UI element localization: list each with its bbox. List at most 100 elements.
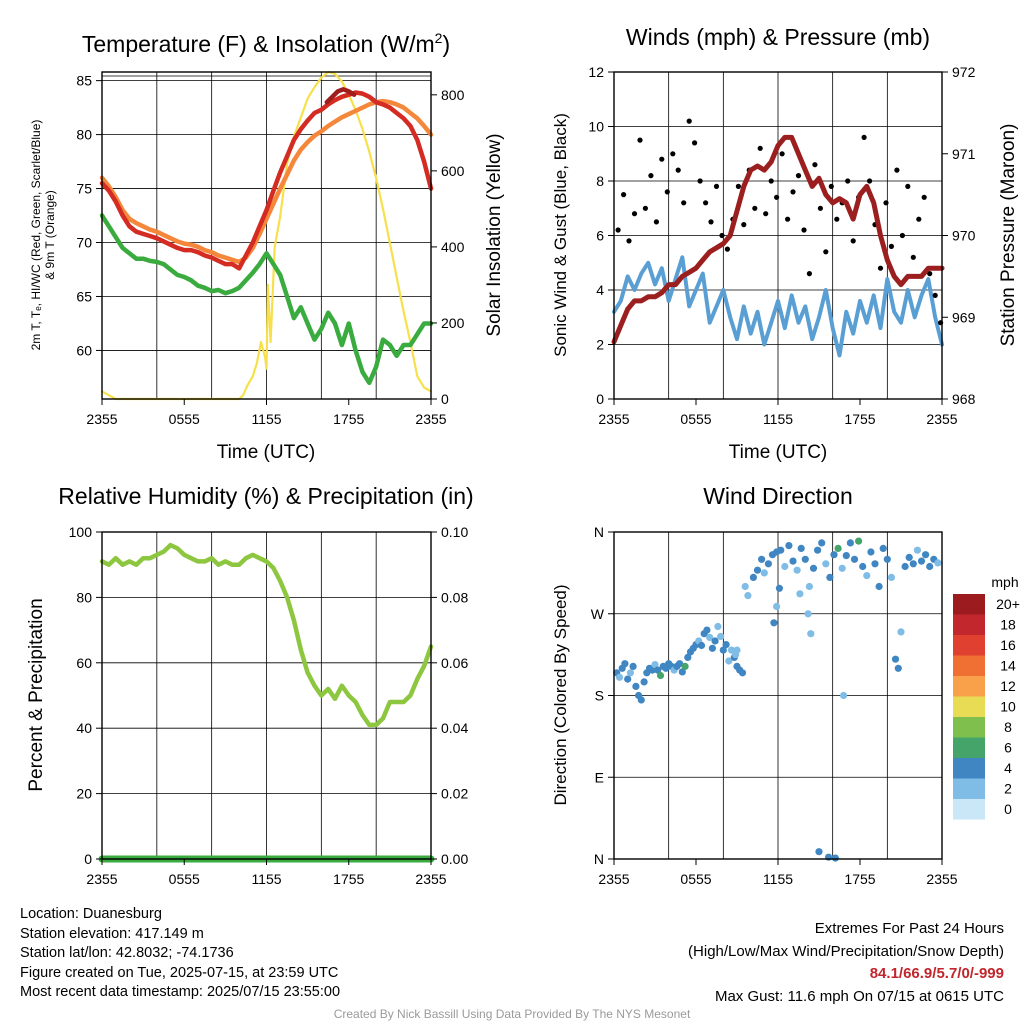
gust-point: [785, 216, 791, 222]
sonic-wind-line: [612, 255, 944, 358]
precip-ytick-label: 0.02: [441, 786, 468, 802]
gust-point: [861, 134, 867, 140]
gust-point: [637, 137, 643, 143]
gust-point: [795, 173, 802, 179]
temperature-xtick-label: 2355: [415, 411, 446, 427]
winds-xtick-label: 1155: [763, 411, 793, 427]
direction-point: [770, 619, 778, 627]
insolation-ytick-label: 800: [441, 87, 465, 103]
legend-label: 20+: [996, 596, 1020, 612]
direction-point: [678, 668, 686, 676]
gust-point: [653, 219, 660, 225]
gust-point: [752, 205, 758, 211]
winds-panel: Winds (mph) & Pressure (mb) 2355 0555 1155…: [551, 24, 1019, 463]
gust-point: [867, 178, 873, 184]
gust-point: [763, 211, 769, 217]
gust-point: [877, 265, 884, 271]
gust-point: [817, 205, 824, 211]
winds-ytick-label: 0: [596, 391, 604, 407]
direction-point: [840, 691, 848, 700]
direction-xtick-label: 2355: [926, 871, 957, 887]
direction-point: [909, 560, 917, 568]
winds-xtick-label: 1755: [844, 411, 875, 427]
gust-point: [768, 178, 774, 184]
winds-title: Winds (mph) & Pressure (mb): [626, 24, 930, 50]
winds-y2label: Station Pressure (Maroon): [998, 124, 1019, 347]
legend-swatch: [953, 758, 985, 779]
direction-point: [725, 657, 733, 665]
humidity-ytick-label: 40: [76, 720, 92, 736]
direction-point: [615, 673, 624, 681]
pressure-ytick-label: 972: [952, 64, 976, 80]
direction-point: [850, 555, 859, 563]
direction-point: [793, 566, 801, 574]
gust-point: [741, 222, 747, 228]
gust-point: [757, 145, 763, 151]
recent-text: Most recent data timestamp: 2025/07/15 2…: [20, 984, 341, 1001]
direction-point: [922, 551, 930, 559]
direction-point: [846, 539, 855, 547]
gust-point: [648, 173, 654, 179]
gust-point: [642, 205, 649, 211]
gust-point: [834, 216, 840, 222]
gust-point: [774, 194, 780, 200]
direction-xtick-label: 1155: [763, 871, 793, 887]
direction-point: [815, 848, 823, 856]
winds-ylabel: Sonic Wind & Gust (Blue, Black): [551, 113, 570, 357]
winds-ytick-label: 8: [596, 173, 604, 189]
direction-point: [809, 564, 818, 572]
direction-point: [637, 696, 645, 704]
direction-point: [708, 644, 717, 652]
temp-2m-line: [99, 90, 434, 271]
direction-point: [703, 626, 711, 634]
created-text: Figure created on Tue, 2025-07-15, at 23…: [20, 964, 339, 981]
humidity-ylabel: Percent & Precipitation: [26, 598, 47, 791]
legend-swatch: [953, 614, 985, 635]
direction-point: [684, 653, 692, 662]
direction-point: [842, 552, 850, 560]
legend-label: 14: [1000, 658, 1016, 674]
direction-point: [859, 562, 867, 571]
direction-point: [796, 590, 804, 598]
direction-point: [629, 662, 637, 671]
direction-point: [681, 662, 689, 671]
legend-label: 12: [1000, 678, 1016, 694]
heat-index-line: [324, 87, 357, 105]
dewpoint-line: [99, 213, 434, 386]
credit-text: Created By Nick Bassill Using Data Provi…: [333, 1007, 691, 1021]
gust-point: [916, 216, 922, 222]
direction-point: [744, 592, 752, 600]
temperature-ytick-label: 65: [76, 288, 92, 304]
legend-label: 0: [1004, 801, 1012, 817]
gust-point: [626, 238, 632, 244]
precip-ytick-label: 0.08: [441, 589, 468, 605]
direction-point: [863, 572, 871, 580]
legend-swatch: [953, 717, 985, 738]
gust-point: [664, 189, 670, 195]
extremes-title: Extremes For Past 24 Hours: [814, 920, 1004, 937]
direction-point: [917, 557, 926, 565]
direction-point: [822, 560, 830, 568]
direction-point: [926, 562, 934, 571]
winds-xtick-label: 0555: [680, 411, 711, 427]
humidity-xtick-label: 2355: [86, 871, 117, 887]
temperature-ylabel-line1: 2m T, Tₑ, HI/WC (Red, Green, Scarlet/Blu…: [29, 120, 43, 351]
direction-point: [897, 628, 905, 636]
gust-point: [621, 192, 627, 198]
direction-point: [749, 573, 758, 582]
direction-point: [656, 671, 665, 680]
winds-ytick-label: 6: [596, 228, 604, 244]
direction-point: [722, 641, 730, 649]
winds-xtick-label: 2355: [926, 411, 957, 427]
temperature-xtick-label: 0555: [169, 411, 200, 427]
humidity-line: [99, 542, 434, 728]
gust-point: [921, 194, 927, 200]
gust-point: [719, 232, 725, 239]
direction-point: [773, 602, 781, 611]
extremes-subtitle: (High/Low/Max Wind/Precipitation/Snow De…: [688, 942, 1004, 960]
direction-ytick-label: N: [594, 524, 604, 540]
legend-swatch: [953, 799, 985, 820]
direction-point: [830, 551, 838, 559]
temperature-ylabel-line2: & 9m T (Orange): [43, 190, 57, 280]
direction-point: [654, 666, 662, 674]
